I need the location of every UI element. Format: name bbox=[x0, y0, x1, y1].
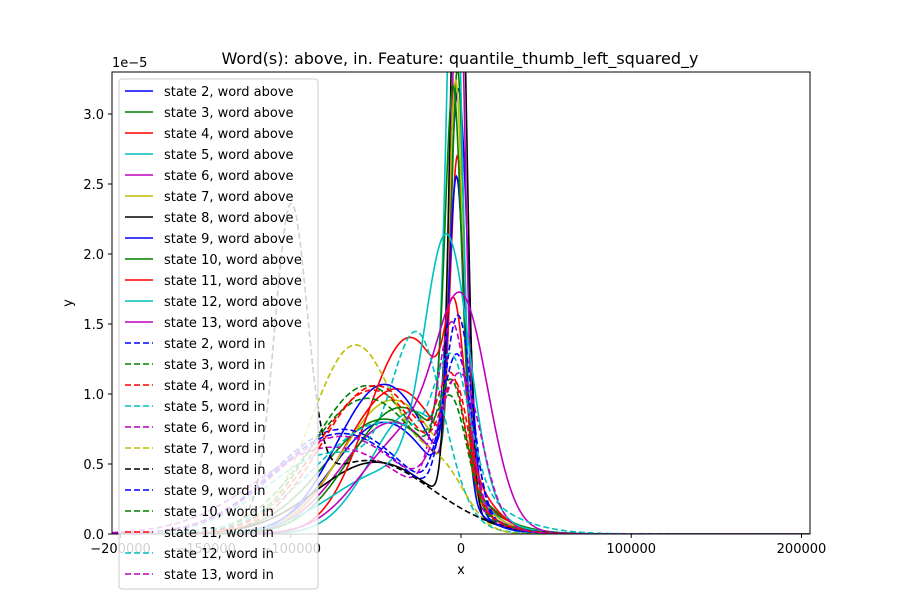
y-tick-label: 0.5 bbox=[83, 458, 104, 473]
legend-label: state 12, word in bbox=[164, 547, 274, 562]
legend-label: state 10, word in bbox=[164, 505, 274, 520]
legend-label: state 13, word above bbox=[164, 316, 302, 331]
series-line-19 bbox=[112, 202, 810, 534]
series-line-23 bbox=[112, 352, 810, 534]
legend-label: state 7, word above bbox=[164, 190, 294, 205]
legend-label: state 3, word in bbox=[164, 358, 266, 373]
x-axis-label: x bbox=[457, 563, 465, 578]
series-line-15 bbox=[112, 379, 810, 534]
x-tick-label: 200000 bbox=[777, 542, 827, 557]
legend-label: state 13, word in bbox=[164, 568, 274, 583]
legend-label: state 9, word above bbox=[164, 232, 294, 247]
legend-label: state 5, word in bbox=[164, 400, 266, 415]
x-tick-label: 0 bbox=[457, 542, 465, 557]
legend-label: state 5, word above bbox=[164, 148, 294, 163]
legend-label: state 3, word above bbox=[164, 106, 294, 121]
y-axis-ticks: 0.0 0.5 1.0 1.5 2.0 2.5 3.0 bbox=[83, 108, 112, 543]
legend-label: state 7, word in bbox=[164, 442, 266, 457]
series-line-14 bbox=[112, 384, 810, 534]
legend-label: state 2, word in bbox=[164, 337, 266, 352]
y-tick-label: 3.0 bbox=[83, 108, 104, 123]
legend-label: state 10, word above bbox=[164, 253, 302, 268]
legend-label: state 9, word in bbox=[164, 484, 266, 499]
legend-label: state 4, word in bbox=[164, 379, 266, 394]
x-tick-label: 100000 bbox=[606, 542, 656, 557]
y-tick-label: 2.0 bbox=[83, 248, 104, 263]
legend-label: state 12, word above bbox=[164, 295, 302, 310]
y-axis-label: y bbox=[61, 299, 76, 307]
legend-label: state 11, word in bbox=[164, 526, 274, 541]
y-tick-label: 1.0 bbox=[83, 388, 104, 403]
y-tick-label: 1.5 bbox=[83, 318, 104, 333]
legend-label: state 6, word above bbox=[164, 169, 294, 184]
legend-box bbox=[118, 78, 319, 590]
legend: state 2, word above state 3, word above st… bbox=[118, 78, 319, 590]
legend-label: state 2, word above bbox=[164, 85, 294, 100]
legend-label: state 8, word above bbox=[164, 211, 294, 226]
series-line-18 bbox=[112, 344, 810, 534]
legend-label: state 11, word above bbox=[164, 274, 302, 289]
legend-label: state 6, word in bbox=[164, 421, 266, 436]
y-tick-label: 0.0 bbox=[83, 528, 104, 543]
y-offset-label: 1e−5 bbox=[112, 56, 147, 71]
y-tick-label: 2.5 bbox=[83, 178, 104, 193]
legend-label: state 4, word above bbox=[164, 127, 294, 142]
legend-label: state 8, word in bbox=[164, 463, 266, 478]
chart-title: Word(s): above, in. Feature: quantile_th… bbox=[222, 49, 699, 69]
